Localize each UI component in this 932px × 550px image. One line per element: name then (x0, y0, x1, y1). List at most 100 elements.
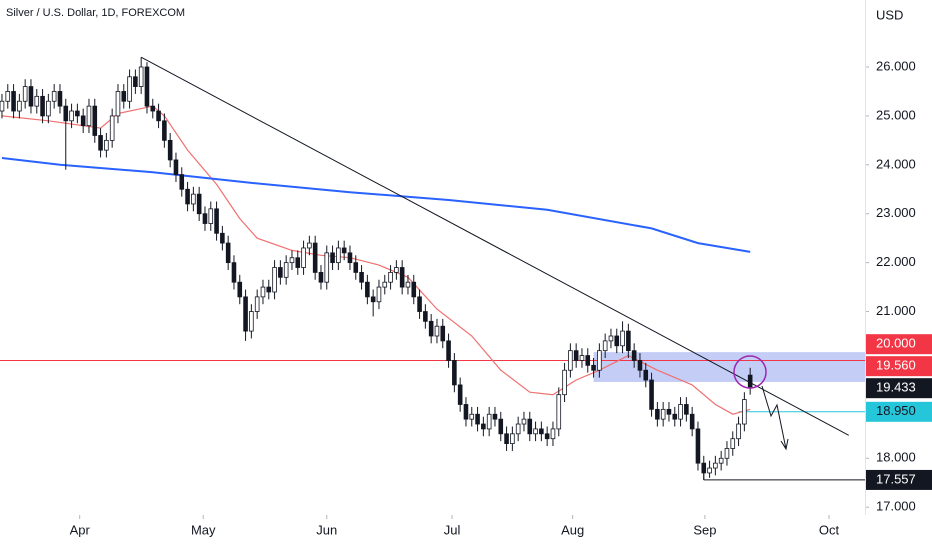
price-label: 19.433 (876, 380, 916, 395)
candle-body (539, 428, 544, 435)
candle-body (701, 462, 707, 474)
candle-body (747, 374, 753, 389)
candle-body (718, 457, 724, 464)
candle-body (678, 404, 683, 420)
candle-body (272, 267, 277, 293)
candle-body (573, 350, 579, 361)
candle-body (5, 91, 11, 102)
candle-body (382, 281, 388, 288)
candle-body (556, 394, 562, 430)
candle-body (63, 105, 69, 122)
candle-body (359, 272, 364, 283)
candle-body (498, 418, 504, 435)
candle-body (660, 408, 666, 420)
candle-body (179, 174, 185, 190)
candle-body (428, 320, 434, 337)
candle-body (440, 325, 446, 342)
candle-body (527, 418, 533, 435)
y-tick-label: 21.000 (876, 303, 916, 318)
candle-body (469, 413, 475, 420)
price-label: 20.000 (876, 336, 916, 351)
candle-body (521, 418, 527, 425)
candle-body (307, 242, 312, 249)
candle-body (231, 262, 237, 283)
candle-body (278, 267, 283, 278)
y-tick-label: 17.000 (876, 499, 916, 514)
y-tick-label: 25.000 (876, 107, 916, 122)
candle-body (92, 105, 98, 136)
y-tick-label: 24.000 (876, 156, 916, 171)
moving-average (1, 157, 751, 253)
candle-body (684, 404, 689, 415)
x-tick-label: Jun (316, 522, 337, 537)
candle-body (28, 86, 34, 107)
price-label-box (866, 356, 932, 377)
candle-body (336, 247, 341, 264)
candle-body (301, 247, 306, 268)
candle-body (347, 252, 353, 264)
candle-body (736, 423, 741, 440)
candle-body (562, 369, 567, 396)
candle-body (51, 91, 57, 102)
candle-body (0, 100, 5, 112)
candle-body (631, 350, 637, 361)
candle-body (388, 272, 393, 283)
candle-body (434, 325, 440, 337)
candle-body (289, 257, 295, 264)
y-tick-label: 23.000 (876, 205, 916, 220)
candle-body (260, 286, 266, 298)
candle-body (724, 448, 730, 459)
candle-body (417, 296, 422, 312)
candle-body (365, 281, 370, 298)
candle-body (138, 66, 144, 87)
candle-body (225, 242, 231, 264)
candle-body (492, 413, 498, 420)
candle-body (550, 428, 556, 440)
candle-body (695, 428, 701, 464)
price-label-box (866, 469, 932, 490)
candle-body (620, 330, 625, 347)
candle-body (614, 335, 620, 347)
candle-body (214, 208, 219, 234)
candle-body (208, 208, 214, 224)
candle-body (666, 408, 672, 415)
candle-body (330, 252, 335, 264)
candle-body (649, 379, 654, 410)
candle-body (637, 360, 643, 371)
candle-body (34, 95, 40, 107)
candle-body (22, 86, 28, 102)
x-tick-label: May (191, 522, 216, 537)
candle-body (75, 110, 80, 117)
candle-body (689, 413, 695, 430)
candle-body (602, 340, 608, 352)
candle-body (69, 110, 74, 122)
candle-body (133, 76, 138, 87)
candle-body (370, 296, 376, 303)
price-label: 17.557 (876, 471, 916, 486)
candle-body (266, 286, 272, 293)
candle-body (249, 311, 254, 332)
x-tick-label: Apr (70, 522, 91, 537)
candle-body (127, 76, 132, 102)
candle-body (707, 467, 712, 474)
candle-body (167, 139, 173, 161)
candle-body (202, 213, 208, 224)
candle-body (672, 413, 678, 420)
candle-body (405, 281, 411, 288)
trendline (140, 56, 849, 436)
candle-body (104, 139, 109, 151)
candle-body (510, 433, 515, 444)
candle-body (568, 350, 573, 371)
candle-body (423, 311, 428, 322)
candle-body (446, 340, 451, 361)
candle-body (220, 232, 225, 244)
candle-body (457, 384, 463, 405)
candle-body (11, 91, 16, 112)
candle-body (173, 159, 179, 176)
price-label-box (866, 378, 932, 399)
candle-body (463, 404, 469, 420)
candle-body (353, 262, 359, 273)
candle-body (452, 360, 457, 386)
